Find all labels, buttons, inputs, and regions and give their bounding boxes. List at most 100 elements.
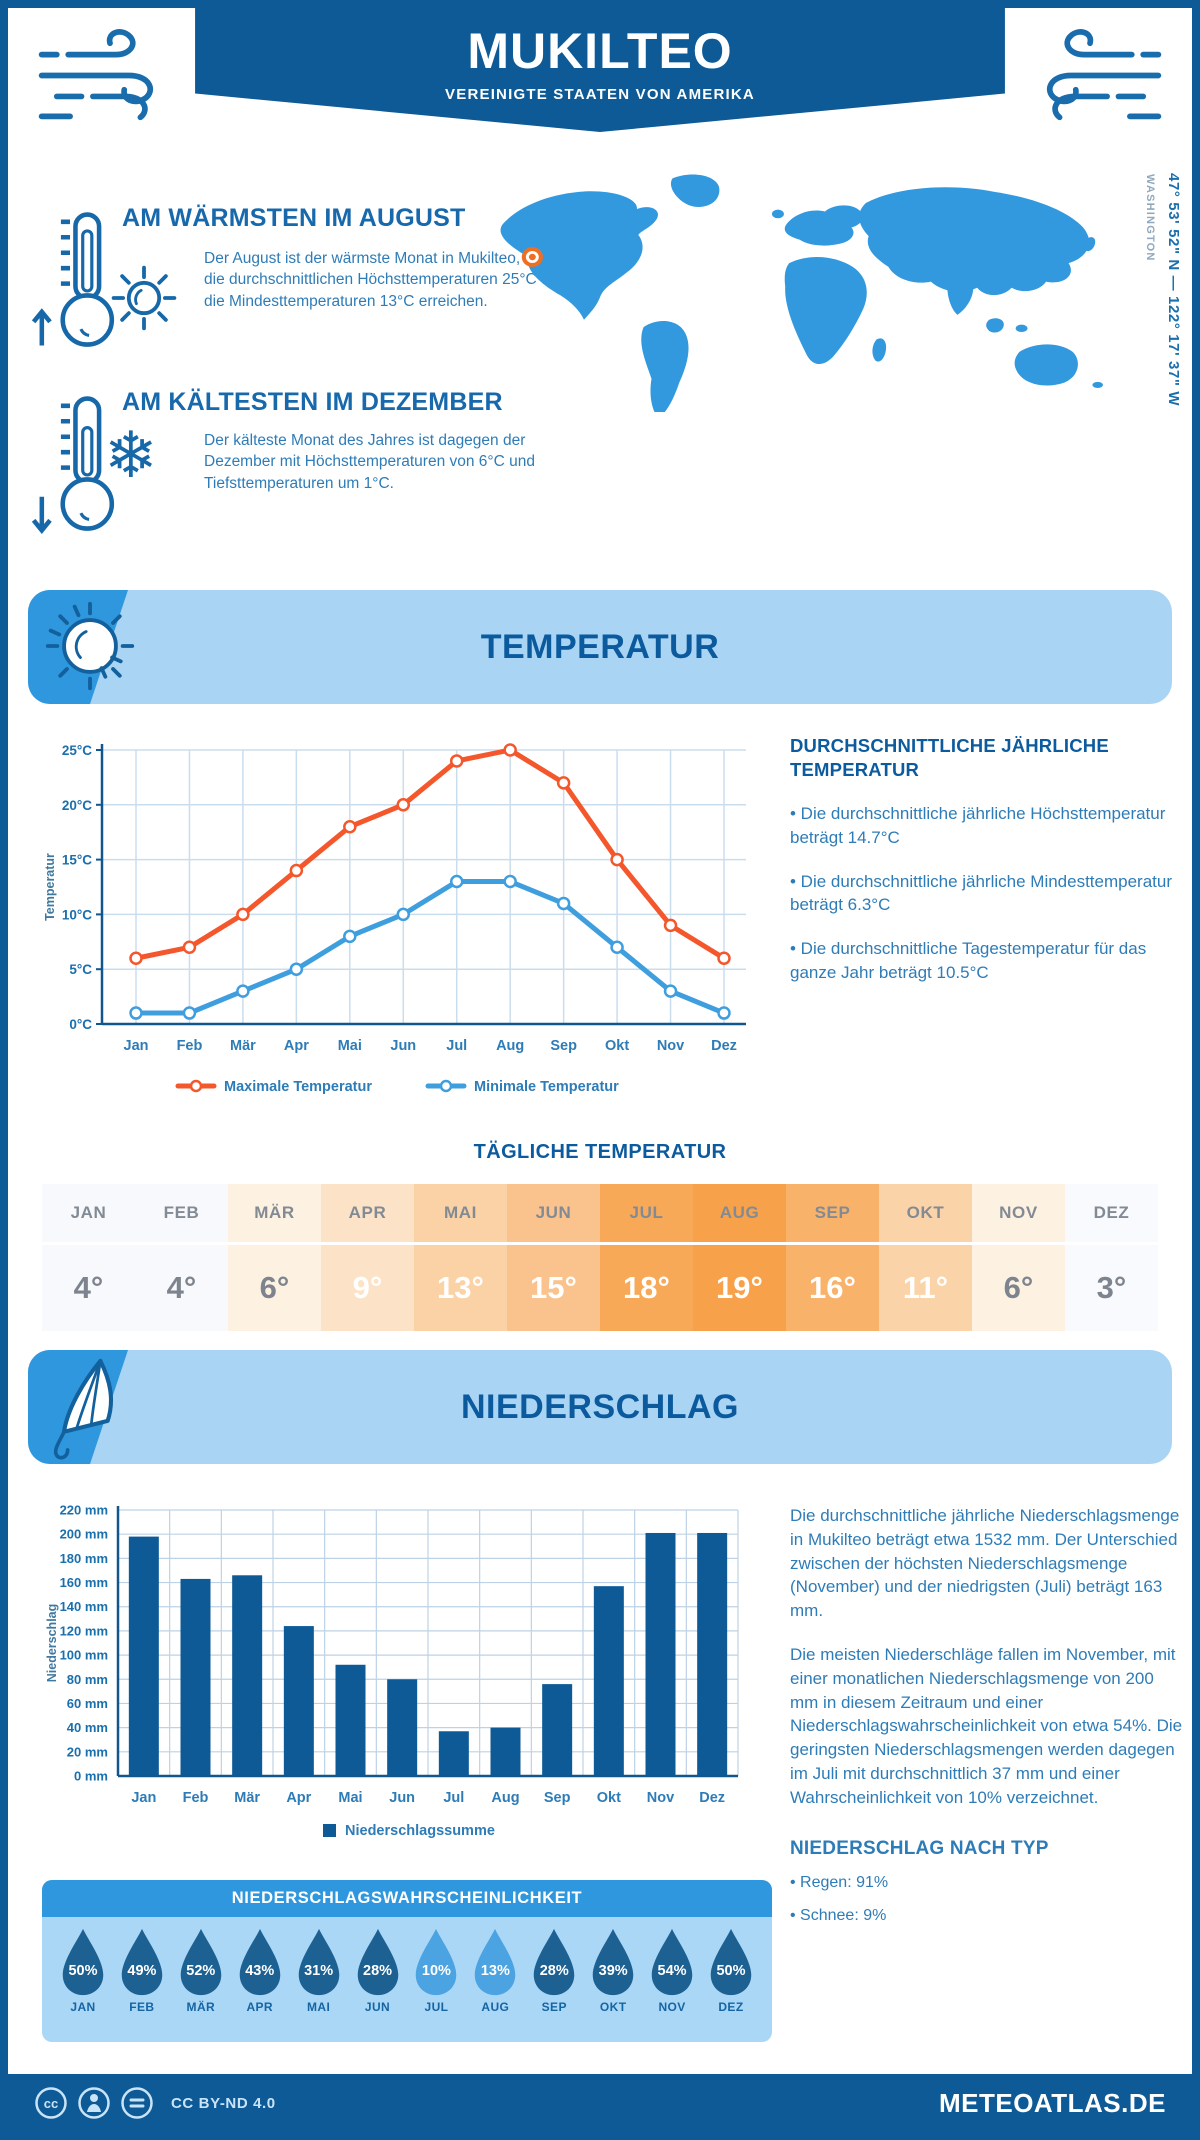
table-column: JUL 18° — [600, 1184, 693, 1331]
svg-text:Minimale Temperatur: Minimale Temperatur — [474, 1079, 619, 1095]
cc-icon: cc — [35, 2087, 67, 2119]
precipitation-probability-heading: NIEDERSCHLAGSWAHRSCHEINLICHKEIT — [42, 1880, 772, 1917]
probability-droplet: 54% NOV — [645, 1927, 699, 2014]
svg-text:80 mm: 80 mm — [67, 1672, 108, 1687]
coldest-month-heading: AM KÄLTESTEN IM DEZEMBER — [122, 388, 503, 416]
droplet-icon — [121, 1928, 163, 1996]
annual-temperature-panel: DURCHSCHNITTLICHE JÄHRLICHE TEMPERATUR •… — [790, 734, 1184, 985]
probability-value: 50% — [716, 1963, 746, 1979]
svg-text:200 mm: 200 mm — [60, 1527, 108, 1542]
precipitation-bar-chart: 0 mm 20 mm 40 mm 60 mm 80 mm 100 mm 120 mm 140 … — [45, 1503, 739, 1839]
droplet-icon — [357, 1928, 398, 1996]
svg-text:Feb: Feb — [177, 1038, 203, 1054]
svg-text:160 mm: 160 mm — [60, 1575, 108, 1590]
droplet-row: 50% JAN 49% FEB 52% MÄR 43% APR 31% MAI 28% JUN 10% J… — [42, 1917, 772, 2014]
infographic-page: MUKILTEO VEREINIGTE STAATEN VON AMERIKA — [8, 8, 1192, 2132]
probability-month: JUN — [364, 2000, 391, 2014]
svg-text:Feb: Feb — [183, 1790, 209, 1806]
temperature-line-chart: 0°C 5°C 10°C 15°C 20°C 25°C Jan Feb Mär Apr Mai Jun… — [43, 743, 746, 1095]
svg-text:Sep: Sep — [550, 1038, 577, 1054]
attribution-person-icon — [78, 2087, 110, 2119]
droplet-icon — [592, 1928, 634, 1996]
droplet-icon — [298, 1928, 339, 1996]
no-derivatives-icon — [121, 2087, 153, 2119]
annual-bullet: • Die durchschnittliche jährliche Höchst… — [790, 804, 1166, 847]
svg-text:140 mm: 140 mm — [60, 1599, 108, 1614]
probability-droplet: 13% AUG — [468, 1927, 522, 2014]
svg-text:220 mm: 220 mm — [60, 1503, 108, 1518]
probability-value: 13% — [480, 1963, 510, 1979]
probability-value: 10% — [421, 1963, 451, 1979]
umbrella-icon — [53, 1358, 114, 1460]
annual-bullet: • Die durchschnittliche Tagestemperatur … — [790, 939, 1147, 983]
svg-text:20 mm: 20 mm — [67, 1744, 108, 1759]
location-marker — [521, 247, 543, 267]
svg-text:0 mm: 0 mm — [74, 1769, 108, 1784]
svg-text:0°C: 0°C — [69, 1017, 92, 1032]
svg-text:10°C: 10°C — [62, 907, 92, 922]
probability-droplet: 52% MÄR — [174, 1927, 228, 2014]
probability-month: MAI — [307, 2000, 331, 2014]
table-column: APR 9° — [321, 1184, 414, 1331]
svg-text:Aug: Aug — [496, 1038, 524, 1054]
probability-value: 50% — [68, 1963, 98, 1979]
table-column: FEB 4° — [135, 1184, 228, 1331]
region-label: WASHINGTON — [1144, 174, 1156, 262]
svg-text:Temperatur: Temperatur — [43, 853, 57, 921]
probability-value: 49% — [127, 1963, 157, 1979]
precipitation-type-bullet: • Regen: 91% — [790, 1874, 889, 1892]
svg-text:Apr: Apr — [286, 1790, 311, 1806]
svg-text:Dez: Dez — [699, 1790, 725, 1806]
probability-value: 39% — [598, 1963, 628, 1979]
probability-month: NOV — [658, 2000, 686, 2014]
svg-text:Jan: Jan — [124, 1038, 149, 1054]
svg-text:Sep: Sep — [544, 1790, 571, 1806]
temperature-section-banner: TEMPERATUR — [28, 590, 1172, 704]
coordinates-label: 47° 53' 52" N — 122° 17' 37" W — [1165, 173, 1182, 407]
svg-text:Maximale Temperatur: Maximale Temperatur — [224, 1079, 372, 1095]
footer: cc CC BY-ND 4.0 METEOATLAS.DE — [8, 2074, 1192, 2132]
droplet-icon — [710, 1928, 752, 1996]
table-column: JUN 15° — [507, 1184, 600, 1331]
annual-temperature-heading: DURCHSCHNITTLICHE JÄHRLICHE TEMPERATUR — [790, 735, 1109, 781]
table-column: NOV 6° — [972, 1184, 1065, 1331]
probability-month: DEZ — [718, 2000, 744, 2014]
svg-text:Mär: Mär — [230, 1038, 256, 1054]
svg-text:cc: cc — [44, 2096, 58, 2111]
table-column: SEP 16° — [786, 1184, 879, 1331]
table-column: MAI 13° — [414, 1184, 507, 1331]
svg-text:100 mm: 100 mm — [60, 1648, 108, 1663]
probability-droplet: 50% DEZ — [704, 1927, 758, 2014]
svg-text:25°C: 25°C — [62, 743, 92, 758]
svg-text:180 mm: 180 mm — [60, 1551, 108, 1566]
probability-month: OKT — [599, 2000, 627, 2014]
page-title: MUKILTEO — [467, 23, 733, 79]
probability-droplet: 28% SEP — [527, 1927, 581, 2014]
precipitation-text-panel: Die durchschnittliche jährliche Niedersc… — [790, 1504, 1184, 1927]
precipitation-paragraph: Die meisten Niederschläge fallen im Nove… — [790, 1644, 1183, 1807]
probability-value: 54% — [657, 1963, 687, 1979]
sun-icon — [45, 601, 135, 691]
precipitation-paragraph: Die durchschnittliche jährliche Niedersc… — [790, 1506, 1180, 1621]
svg-text:Niederschlagssumme: Niederschlagssumme — [345, 1823, 495, 1839]
sun-icon — [111, 265, 177, 331]
svg-text:Mai: Mai — [338, 1790, 362, 1806]
probability-month: SEP — [541, 2000, 567, 2014]
probability-value: 28% — [539, 1963, 569, 1979]
probability-value: 31% — [304, 1963, 334, 1979]
annual-bullet: • Die durchschnittliche jährliche Mindes… — [790, 871, 1173, 915]
precipitation-section-title: NIEDERSCHLAG — [460, 1388, 740, 1426]
temperature-section-title: TEMPERATUR — [480, 628, 720, 666]
svg-text:Nov: Nov — [657, 1038, 684, 1054]
precipitation-section-banner: NIEDERSCHLAG — [28, 1350, 1172, 1464]
probability-droplet: 31% MAI — [292, 1927, 346, 2014]
world-map — [500, 174, 1103, 412]
svg-text:60 mm: 60 mm — [67, 1696, 108, 1711]
svg-text:Nov: Nov — [647, 1790, 674, 1806]
probability-month: AUG — [481, 2000, 510, 2014]
probability-month: FEB — [129, 2000, 155, 2014]
svg-text:Jan: Jan — [131, 1790, 156, 1806]
wind-icon — [38, 29, 153, 121]
svg-text:Okt: Okt — [605, 1038, 629, 1054]
droplet-icon — [651, 1928, 693, 1996]
